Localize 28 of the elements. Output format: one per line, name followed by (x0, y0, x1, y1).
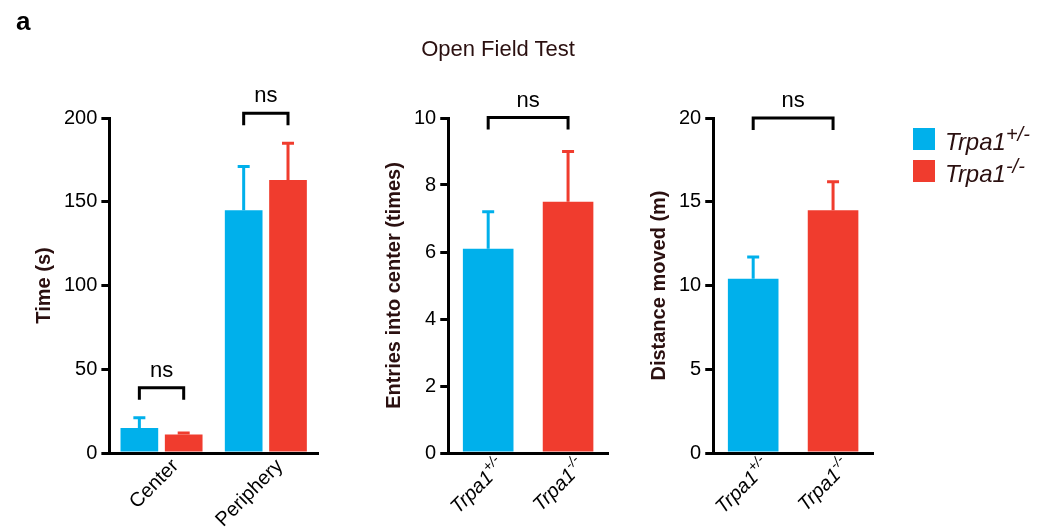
y-tick-label: 200 (63, 105, 98, 128)
y-tick-label: 0 (690, 440, 702, 463)
y-tick-label: 4 (425, 306, 437, 329)
y-tick-label: 2 (425, 373, 437, 396)
y-tick-label: 0 (425, 440, 437, 463)
y-tick-label: 50 (75, 356, 98, 379)
bar (164, 434, 203, 452)
y-tick-label: 5 (690, 356, 702, 379)
text: ns (254, 82, 278, 108)
y-axis-title: Entries into center (times) (381, 162, 404, 409)
legend-label: Trpa1$^{+/-}$ (945, 122, 1030, 156)
text: ns (516, 86, 540, 112)
text: ns (781, 87, 805, 113)
y-tick-label: 150 (63, 189, 98, 212)
y-axis-title: Time (s) (31, 247, 54, 324)
legend-label: Trpa1$^{-/-}$ (945, 154, 1025, 188)
y-tick-label: 100 (63, 273, 98, 296)
y-tick-label: 20 (679, 105, 702, 128)
text: a (16, 6, 31, 37)
chart-title: Open Field Test (420, 36, 576, 62)
y-tick-label: 10 (679, 273, 702, 296)
y-tick-label: 15 (679, 189, 702, 212)
y-tick-label: 8 (425, 172, 437, 195)
y-tick-label: 10 (414, 105, 437, 128)
annotation: ns (149, 356, 174, 382)
y-tick-label: 0 (86, 440, 98, 463)
y-tick-label: 6 (425, 239, 437, 262)
y-axis-title: Distance moved (m) (646, 190, 669, 381)
